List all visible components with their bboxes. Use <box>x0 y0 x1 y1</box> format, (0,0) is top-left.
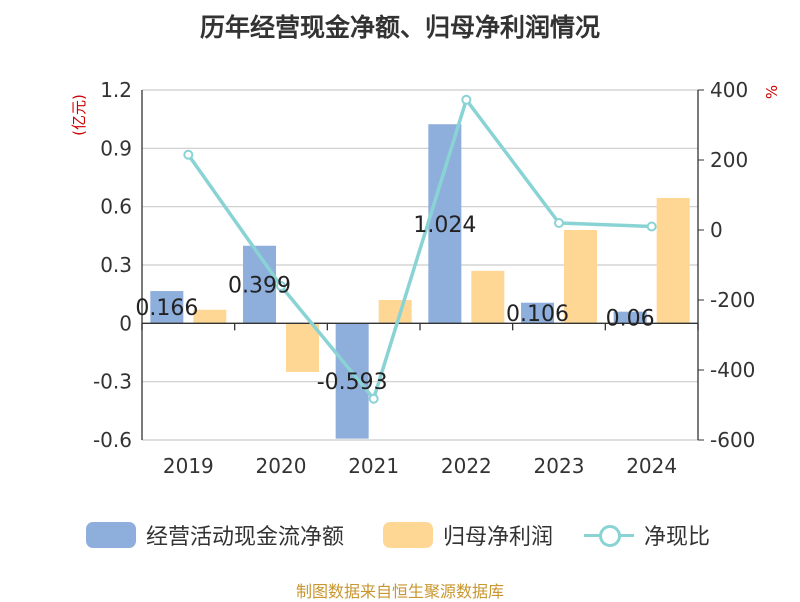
y-right-tick-label: -400 <box>710 358 755 382</box>
legend-label-cash: 经营活动现金流净额 <box>146 525 345 550</box>
legend-label-ratio: 净现比 <box>644 525 711 550</box>
y-right-unit-label: % <box>763 85 781 99</box>
bar-net-profit <box>193 309 227 324</box>
legend-line-ratio-icon <box>584 523 634 547</box>
x-tick-label: 2024 <box>626 454 677 478</box>
bar-cash-flow <box>521 302 554 324</box>
y-left-tick-label: 0 <box>119 311 132 335</box>
point-cash-ratio <box>646 221 657 232</box>
data-label-cash-flow: 0.399 <box>228 274 291 299</box>
x-tick-label: 2023 <box>534 454 585 478</box>
point-cash-ratio <box>276 281 286 291</box>
bar-cash-flow <box>243 245 276 324</box>
legend-swatch-profit <box>383 522 433 548</box>
bar-net-profit <box>656 197 690 324</box>
x-tick-label: 2019 <box>163 454 214 478</box>
point-cash-ratio <box>183 149 194 160</box>
data-label-cash-flow: -0.593 <box>317 370 388 395</box>
legend-item-profit[interactable]: 归母净利润 <box>383 515 553 555</box>
data-label-cash-flow: 1.024 <box>413 213 476 238</box>
y-left-tick-label: 0.3 <box>100 253 132 277</box>
point-cash-ratio <box>368 393 379 404</box>
bar-net-profit <box>564 230 597 324</box>
y-left-unit-label: (亿元) <box>70 94 88 136</box>
y-right-tick-label: 200 <box>710 148 748 172</box>
chart-title: 历年经营现金净额、归母净利润情况 <box>199 13 600 42</box>
bar-cash-flow <box>335 323 369 439</box>
source-note: 制图数据来自恒生聚源数据库 <box>295 582 504 601</box>
bar-net-profit <box>286 323 319 372</box>
bar-net-profit <box>378 300 412 324</box>
bar-net-profit <box>471 270 505 324</box>
data-label-cash-flow: 0.06 <box>606 307 655 332</box>
legend-swatch-cash <box>86 522 136 548</box>
y-left-tick-label: 0.6 <box>100 195 132 219</box>
legend: 经营活动现金流净额 归母净利润 净现比 <box>0 515 800 555</box>
bar-cash-flow <box>613 311 647 324</box>
y-left-tick-label: -0.6 <box>93 428 132 452</box>
y-right-tick-label: 0 <box>710 218 723 242</box>
y-right-tick-label: -600 <box>710 428 755 452</box>
point-cash-ratio <box>554 218 564 228</box>
data-label-cash-flow: 0.106 <box>506 302 569 327</box>
y-left-tick-label: 0.9 <box>100 136 132 160</box>
bar-cash-flow <box>428 124 462 324</box>
legend-item-ratio[interactable]: 净现比 <box>584 515 710 555</box>
x-tick-label: 2020 <box>256 454 307 478</box>
legend-label-profit: 归母净利润 <box>443 525 554 550</box>
y-right-tick-label: -200 <box>710 288 755 312</box>
y-left-tick-label: 1.2 <box>100 78 132 102</box>
legend-item-cash[interactable]: 经营活动现金流净额 <box>86 515 344 555</box>
y-right-tick-label: 400 <box>710 78 748 102</box>
point-cash-ratio <box>461 94 472 105</box>
x-tick-label: 2021 <box>348 454 399 478</box>
x-tick-label: 2022 <box>441 454 492 478</box>
line-cash-ratio <box>186 98 652 401</box>
data-label-cash-flow: 0.166 <box>135 296 198 321</box>
bar-cash-flow <box>150 291 184 324</box>
y-left-tick-label: -0.3 <box>93 370 132 394</box>
